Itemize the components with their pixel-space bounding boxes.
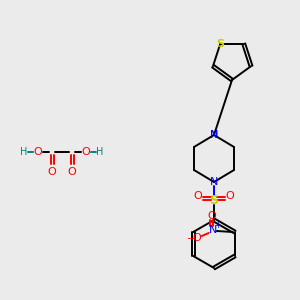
Text: O: O (82, 147, 90, 157)
Text: S: S (209, 194, 218, 206)
Text: O: O (194, 191, 202, 201)
Text: O: O (192, 233, 201, 243)
Text: N: N (208, 225, 217, 235)
Text: S: S (216, 39, 224, 49)
Text: +: + (214, 221, 221, 230)
Text: −: − (187, 234, 195, 244)
Text: H: H (20, 147, 28, 157)
Text: O: O (226, 191, 234, 201)
Text: O: O (68, 167, 76, 177)
Text: O: O (34, 147, 42, 157)
Text: O: O (207, 211, 216, 221)
Text: N: N (210, 130, 218, 140)
Text: N: N (210, 177, 218, 187)
Text: H: H (96, 147, 104, 157)
Text: O: O (48, 167, 56, 177)
Text: N: N (210, 130, 218, 140)
